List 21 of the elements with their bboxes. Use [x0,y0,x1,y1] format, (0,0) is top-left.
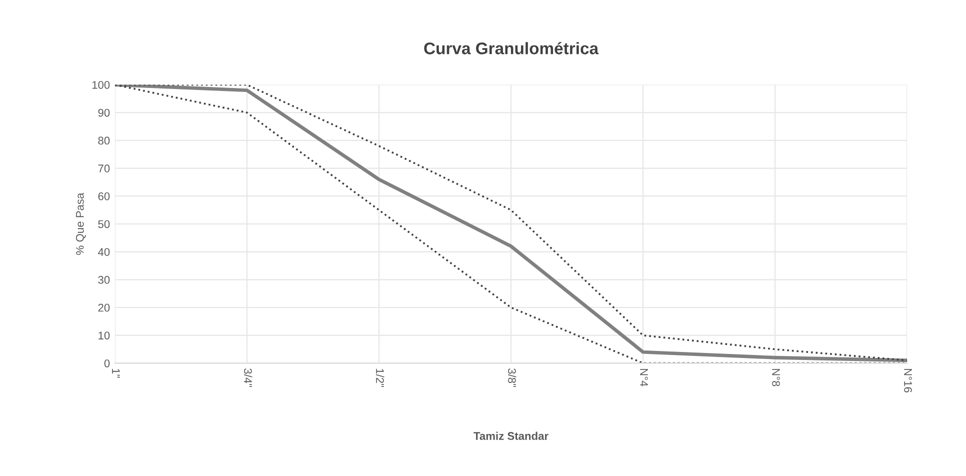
x-tick-label: N°16 [904,368,912,392]
y-tick-label: 50 [98,220,110,228]
x-axis-title: Tamiz Standar [474,432,548,440]
y-tick-label: 90 [98,108,110,117]
y-tick-label: 20 [98,304,110,312]
y-tick-label: 60 [98,192,110,200]
x-tick-label: N°8 [772,368,780,386]
x-tick-label: 1/2" [376,368,384,387]
y-tick-label: 10 [98,332,110,340]
chart-title: Curva Granulométrica [424,42,599,54]
y-axis-title: % Que Pasa [76,192,86,255]
y-tick-label: 70 [98,164,110,172]
y-tick-label: 30 [98,276,110,284]
y-tick-label: 0 [104,359,110,368]
y-tick-label: 80 [98,136,110,145]
x-tick-label: N°4 [640,368,648,386]
x-tick-label: 3/4" [244,368,252,387]
y-tick-label: 100 [92,80,110,89]
y-tick-label: 40 [98,248,110,256]
x-tick-label: 1" [112,368,120,378]
x-tick-label: 3/8" [508,368,516,387]
